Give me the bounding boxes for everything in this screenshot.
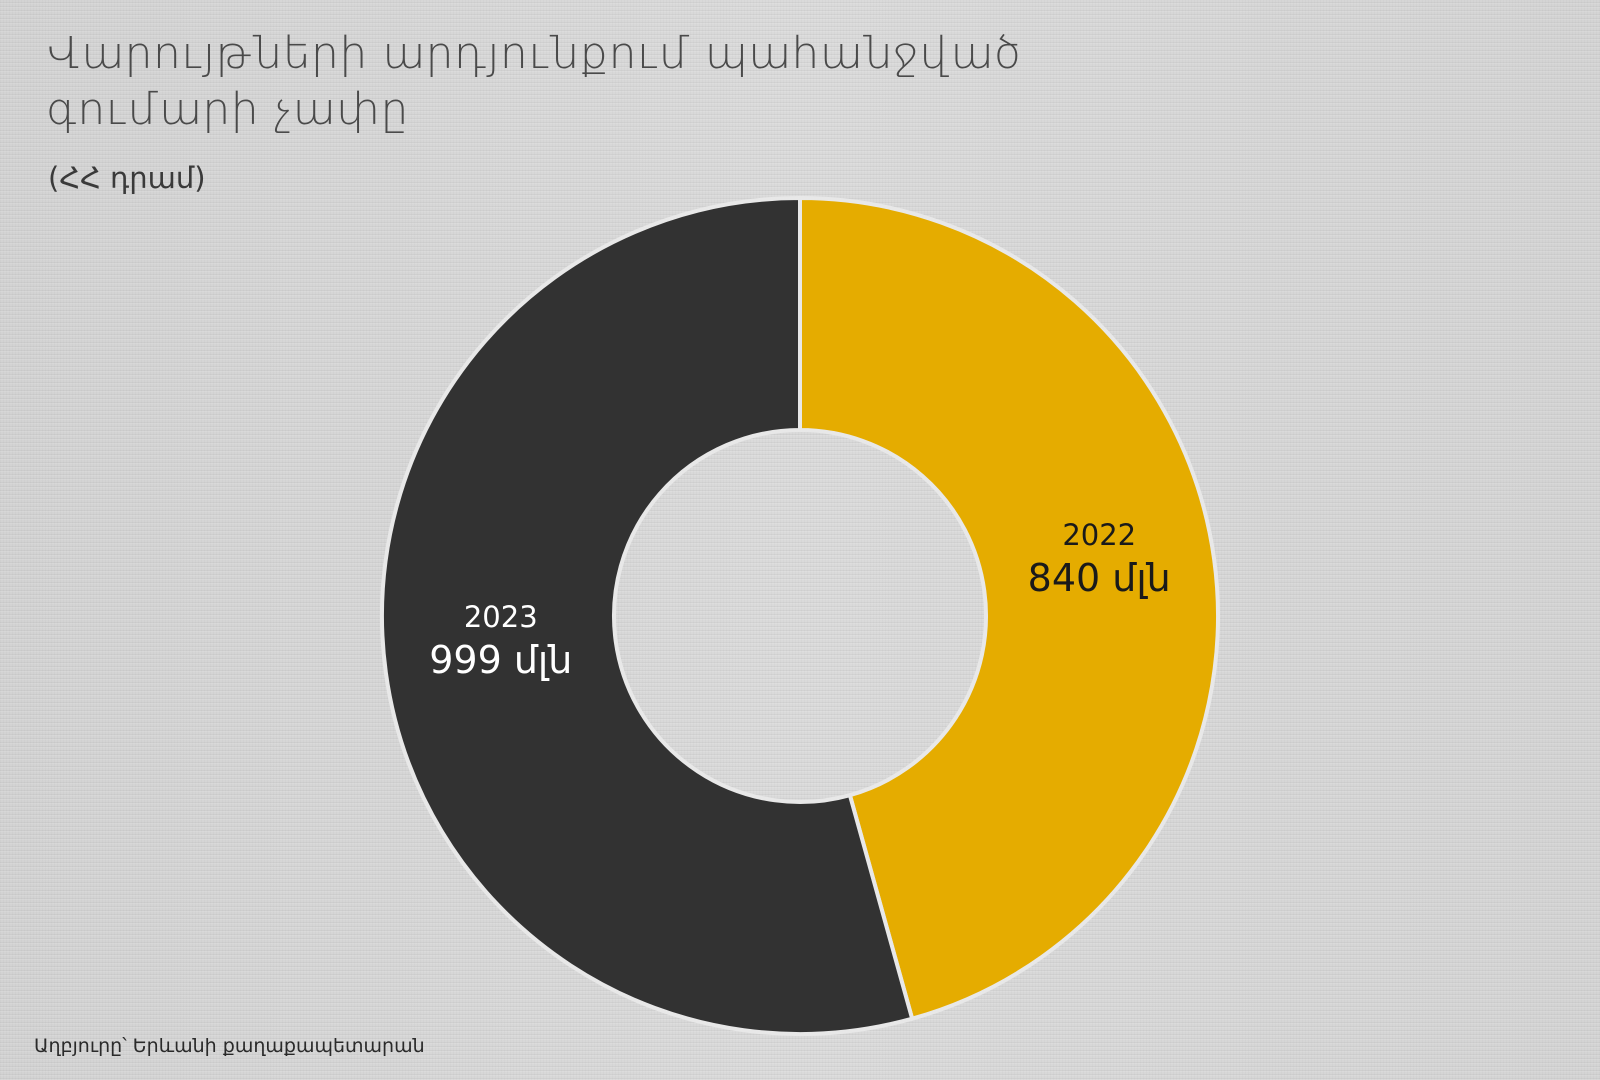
chart-title: Վարույթների արդյունքում պահանջված գումար…	[46, 28, 1023, 135]
slice-label-2023: 2023	[464, 600, 538, 634]
source-note: Աղբյուրը՝ Երևանի քաղաքապետարան	[34, 1035, 425, 1057]
slice-2023	[380, 196, 915, 1036]
chart-subtitle: (ՀՀ դրամ)	[48, 161, 206, 195]
slice-value-2022: 840 մլն	[1028, 556, 1171, 600]
slice-value-2023: 999 մլն	[429, 638, 572, 682]
slice-2022	[798, 196, 1220, 1021]
slice-label-2022: 2022	[1062, 518, 1136, 552]
